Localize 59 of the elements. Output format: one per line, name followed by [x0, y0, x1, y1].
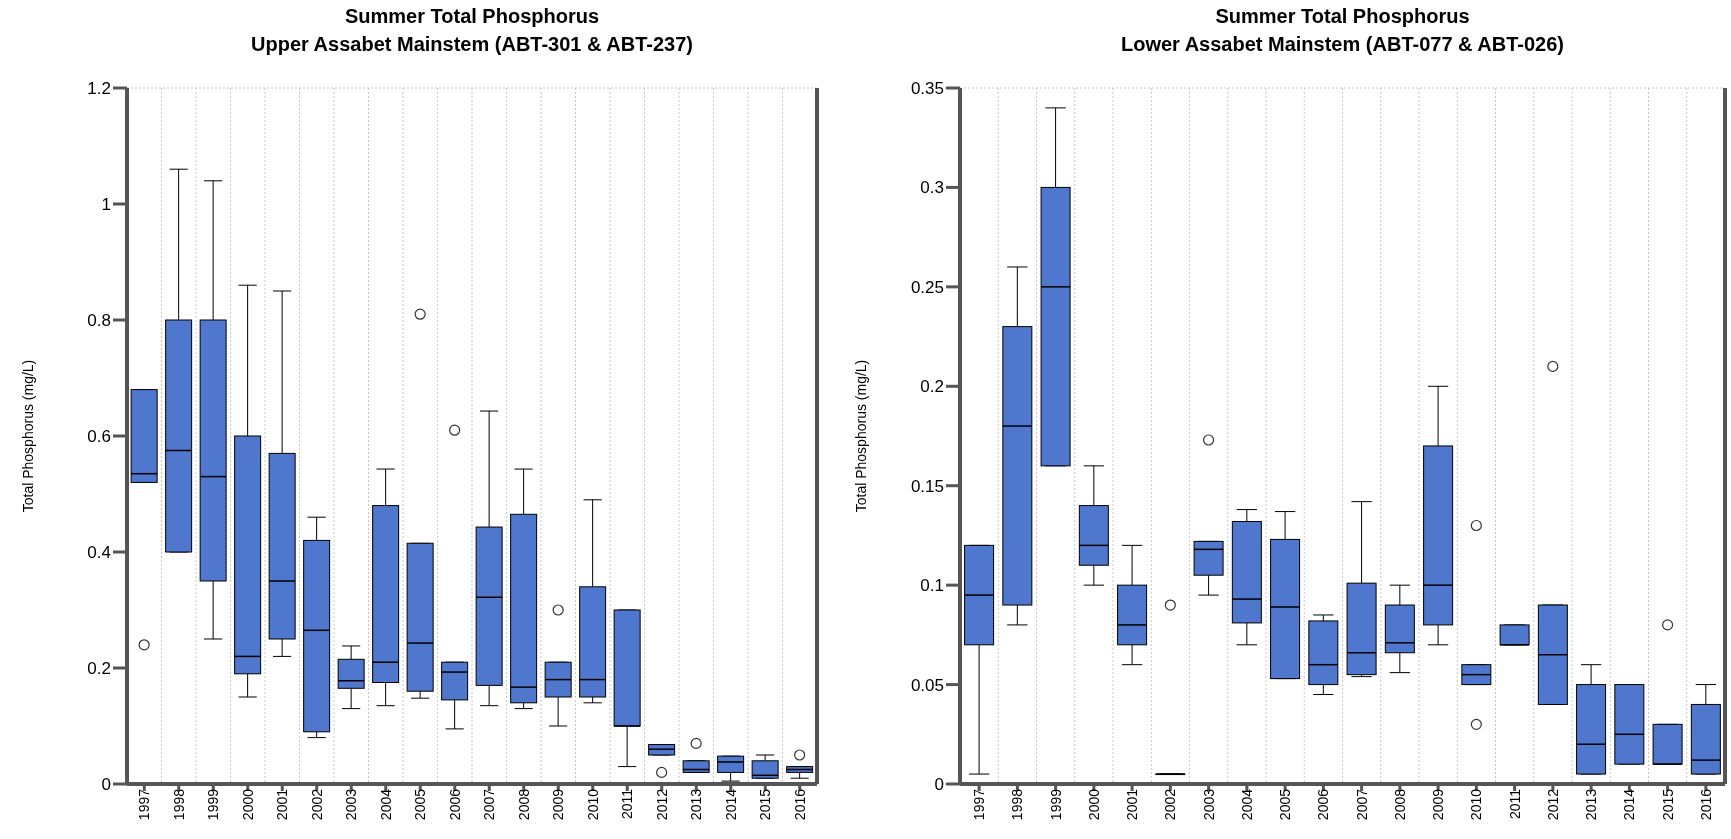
y-axis-title: Total Phosphorus (mg/L): [19, 359, 36, 513]
x-tick-label: 1998: [170, 788, 187, 821]
x-tick-label: 2011: [619, 788, 636, 820]
y-tick-label: 0.4: [87, 543, 111, 563]
x-tick-label: 2005: [1277, 788, 1294, 821]
x-tick-label: 2007: [1353, 788, 1370, 821]
y-tick-label: 0.1: [920, 576, 944, 596]
y-tick-label: 0.8: [87, 311, 111, 331]
x-tick-label: 2013: [1583, 788, 1600, 821]
x-tick-label: 2003: [1200, 788, 1217, 821]
x-tick-label: 2011: [1506, 788, 1523, 820]
x-tick-label: 1997: [971, 788, 988, 821]
x-tick-label: 2009: [550, 788, 567, 821]
x-tick-label: 2004: [1238, 788, 1255, 821]
x-tick-label: 2014: [722, 788, 739, 821]
x-tick-label: 2015: [757, 788, 774, 821]
x-tick-label: 2006: [1315, 788, 1332, 821]
y-tick-label: 0.3: [920, 178, 944, 198]
x-tick-label: 2015: [1659, 788, 1676, 821]
x-tick-label: 2005: [412, 788, 429, 821]
x-tick-label: 2016: [791, 788, 808, 821]
x-tick-label: 2007: [481, 788, 498, 821]
y-tick-label: 0.05: [910, 675, 944, 695]
y-axis-title: Total Phosphorus (mg/L): [852, 359, 869, 513]
x-tick-label: 2001: [274, 788, 291, 821]
y-tick-label: 1.2: [87, 79, 111, 99]
x-tick-label: 2002: [1162, 788, 1179, 821]
x-tick-label: 2012: [653, 788, 670, 821]
y-tick-label: 0: [934, 775, 944, 795]
x-tick-label: 1998: [1009, 788, 1026, 821]
x-tick-label: 2014: [1621, 788, 1638, 821]
x-tick-label: 2004: [377, 788, 394, 821]
y-tick-label: 0.6: [87, 427, 111, 447]
y-tick-label: 0.15: [910, 476, 944, 496]
x-tick-label: 2009: [1430, 788, 1447, 821]
x-tick-label: 2012: [1544, 788, 1561, 821]
chart-title: Summer Total Phosphorus Lower Assabet Mainstem (ABT-077 & ABT-026): [1119, 4, 1566, 57]
x-tick-label: 2006: [446, 788, 463, 821]
x-tick-label: 1997: [136, 788, 153, 821]
x-tick-label: 1999: [205, 788, 222, 821]
y-tick-label: 0.2: [920, 377, 944, 397]
x-tick-label: 1999: [1047, 788, 1064, 821]
y-tick-label: 0: [101, 775, 111, 795]
x-tick-label: 2002: [308, 788, 325, 821]
x-tick-label: 2001: [1124, 788, 1141, 821]
x-tick-label: 2003: [343, 788, 360, 821]
chart-title: Summer Total Phosphorus Upper Assabet Mainstem (ABT-301 & ABT-237): [250, 4, 694, 57]
x-tick-label: 2010: [584, 788, 601, 821]
x-tick-label: 2008: [1391, 788, 1408, 821]
x-tick-label: 2000: [239, 788, 256, 821]
y-tick-label: 0.25: [910, 277, 944, 297]
x-tick-label: 2008: [515, 788, 532, 821]
x-tick-label: 2013: [688, 788, 705, 821]
y-tick-label: 1: [101, 195, 111, 215]
x-tick-label: 2016: [1697, 788, 1714, 821]
y-tick-label: 0.35: [910, 79, 944, 99]
x-tick-label: 2010: [1468, 788, 1485, 821]
y-tick-label: 0.2: [87, 659, 111, 679]
x-tick-label: 2000: [1085, 788, 1102, 821]
